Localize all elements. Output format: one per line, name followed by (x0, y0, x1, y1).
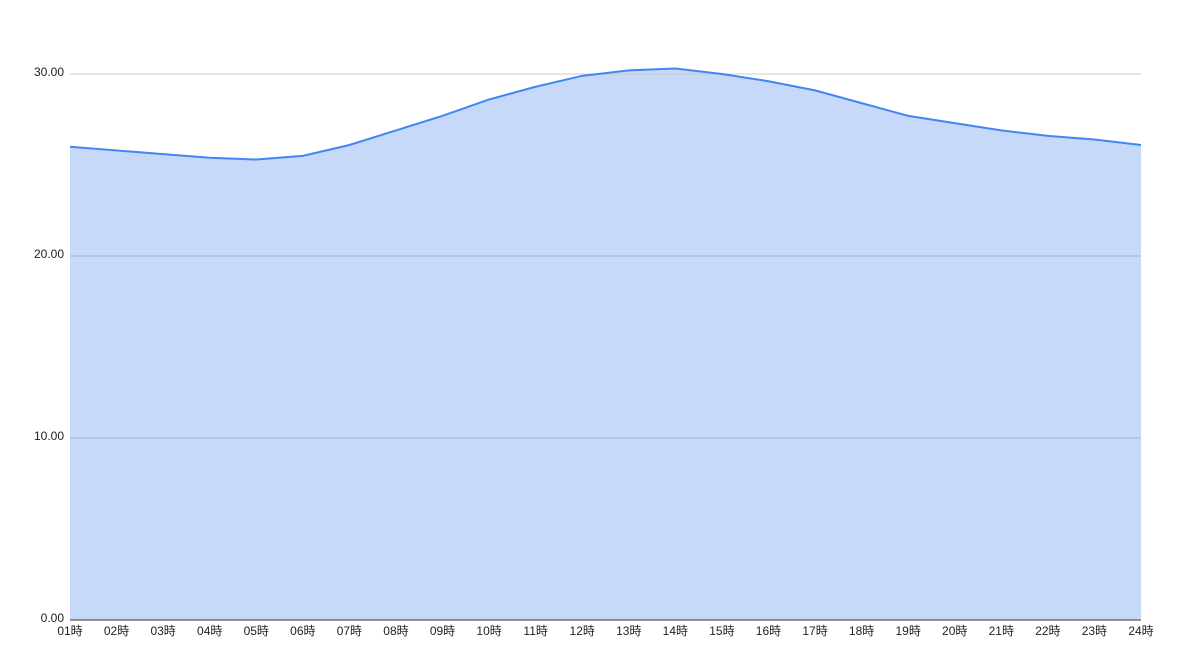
x-tick-label: 02時 (104, 624, 129, 638)
area-fill (70, 68, 1141, 621)
x-tick-label: 05時 (244, 624, 269, 638)
x-tick-label: 06時 (290, 624, 315, 638)
x-tick-label: 16時 (756, 624, 781, 638)
x-tick-label: 14時 (663, 624, 688, 638)
y-tick-label: 10.00 (34, 429, 64, 443)
x-tick-label: 20時 (942, 624, 967, 638)
x-tick-label: 19時 (895, 624, 920, 638)
x-tick-label: 15時 (709, 624, 734, 638)
y-tick-label: 20.00 (34, 247, 64, 261)
y-tick-label: 30.00 (34, 65, 64, 79)
x-tick-label: 12時 (570, 624, 595, 638)
x-tick-label: 01時 (57, 624, 82, 638)
x-tick-label: 18時 (849, 624, 874, 638)
x-tick-label: 03時 (150, 624, 175, 638)
x-tick-label: 10時 (476, 624, 501, 638)
x-tick-label: 17時 (802, 624, 827, 638)
x-tick-label: 23時 (1082, 624, 1107, 638)
x-tick-label: 21時 (989, 624, 1014, 638)
x-tick-label: 13時 (616, 624, 641, 638)
x-tick-label: 09時 (430, 624, 455, 638)
x-tick-label: 07時 (337, 624, 362, 638)
y-tick-label: 0.00 (41, 611, 65, 625)
x-tick-label: 04時 (197, 624, 222, 638)
area-line (69, 67, 1142, 161)
x-tick-label: 11時 (523, 624, 547, 638)
x-tick-label: 22時 (1035, 624, 1060, 638)
x-tick-label: 24時 (1128, 624, 1153, 638)
x-tick-label: 08時 (383, 624, 408, 638)
